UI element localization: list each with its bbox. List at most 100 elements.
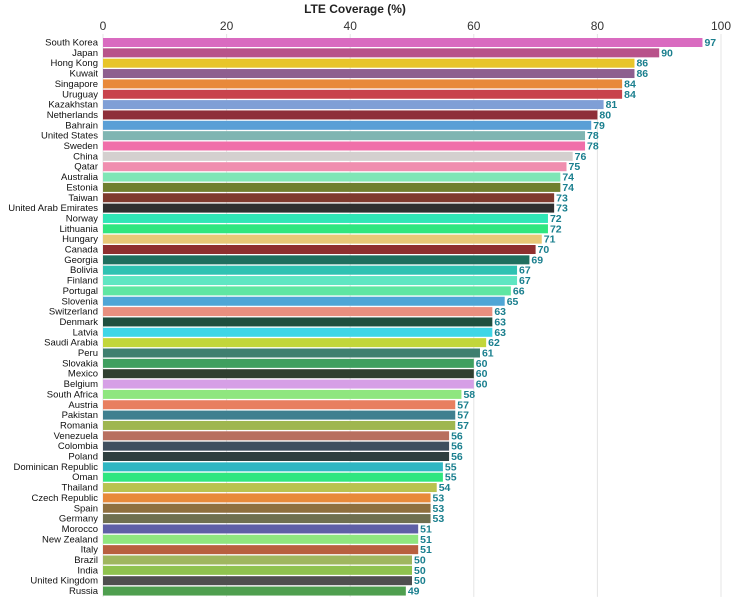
category-label: Qatar (74, 162, 98, 173)
category-label: New Zealand (42, 534, 98, 545)
bar (103, 493, 431, 503)
bar (103, 100, 604, 110)
value-label: 75 (569, 161, 581, 173)
category-label: Brazil (74, 555, 98, 566)
bar (103, 327, 493, 337)
category-label: Denmark (59, 317, 98, 328)
value-label: 56 (451, 441, 463, 453)
x-tick-label: 20 (220, 19, 234, 33)
category-label: Uruguay (62, 89, 98, 100)
value-label: 84 (624, 78, 636, 90)
value-label: 72 (550, 213, 562, 225)
category-label: Hungary (62, 234, 98, 245)
bar (103, 172, 561, 182)
value-label: 53 (433, 492, 445, 504)
bar (103, 431, 450, 441)
x-tick-label: 100 (711, 19, 731, 33)
value-label: 51 (420, 544, 432, 556)
bar (103, 234, 542, 244)
bar (103, 224, 548, 234)
bar (103, 245, 536, 254)
bar (103, 358, 474, 368)
value-label: 51 (420, 534, 432, 546)
bar (103, 89, 623, 99)
category-label: United Arab Emirates (8, 203, 98, 214)
value-label: 65 (507, 296, 519, 308)
bar (103, 213, 548, 223)
category-label: Venezuela (54, 431, 99, 442)
bar (103, 420, 456, 430)
category-label: Lithuania (59, 224, 98, 235)
bar (103, 462, 443, 472)
value-label: 61 (482, 348, 494, 360)
category-label: Japan (72, 48, 98, 59)
value-label: 56 (451, 430, 463, 442)
value-label: 72 (550, 223, 562, 235)
value-label: 86 (636, 58, 648, 70)
category-label: United States (41, 131, 98, 142)
category-label: Belgium (64, 379, 98, 390)
category-label: Sweden (64, 141, 98, 152)
bar (103, 441, 450, 451)
value-label: 71 (544, 234, 556, 246)
bar (103, 203, 555, 213)
bar (103, 348, 480, 358)
bar (103, 379, 474, 389)
bar (103, 141, 586, 151)
category-label: Norway (66, 213, 98, 224)
category-label: Bolivia (70, 265, 99, 276)
category-label: Mexico (68, 369, 98, 380)
value-label: 80 (599, 109, 611, 121)
category-label: Netherlands (47, 110, 98, 121)
value-label: 62 (488, 337, 500, 349)
value-label: 63 (494, 306, 506, 318)
value-label: 60 (476, 379, 488, 391)
value-label: 74 (562, 172, 574, 184)
category-label: Slovenia (62, 296, 99, 307)
value-label: 73 (556, 203, 568, 215)
category-label: Germany (59, 514, 98, 525)
bar (103, 586, 406, 596)
value-label: 76 (575, 151, 587, 163)
category-label: Estonia (66, 182, 98, 193)
value-label: 79 (593, 120, 605, 132)
bar (103, 317, 493, 327)
category-label: Peru (78, 348, 98, 359)
bar (103, 369, 474, 379)
category-label: Romania (60, 420, 99, 431)
bar (103, 534, 419, 544)
category-label: South Africa (47, 389, 99, 400)
category-label: Australia (61, 172, 99, 183)
category-label: Finland (67, 276, 98, 287)
value-label: 56 (451, 451, 463, 463)
value-label: 67 (519, 275, 531, 287)
bar (103, 565, 412, 575)
bar (103, 265, 518, 275)
bar (103, 472, 443, 482)
value-label: 50 (414, 565, 426, 577)
category-label: Spain (74, 503, 98, 514)
value-label: 84 (624, 89, 636, 101)
value-label: 81 (606, 99, 618, 111)
category-label: Slovakia (62, 358, 99, 369)
bar (103, 410, 456, 420)
value-label: 57 (457, 399, 469, 411)
category-label: Taiwan (68, 193, 98, 204)
bar (103, 193, 555, 203)
category-label: India (77, 565, 98, 576)
category-label: Bahrain (65, 120, 98, 131)
bar (103, 555, 412, 565)
value-label: 67 (519, 265, 531, 277)
x-tick-label: 40 (344, 19, 358, 33)
category-label: Czech Republic (31, 493, 98, 504)
bar (103, 38, 703, 47)
bar (103, 338, 487, 348)
value-label: 63 (494, 327, 506, 339)
value-label: 53 (433, 513, 445, 525)
bar (103, 296, 505, 306)
category-label: Austria (68, 400, 98, 411)
value-label: 74 (562, 182, 574, 194)
value-label: 57 (457, 410, 469, 422)
category-label: Hong Kong (50, 58, 98, 69)
